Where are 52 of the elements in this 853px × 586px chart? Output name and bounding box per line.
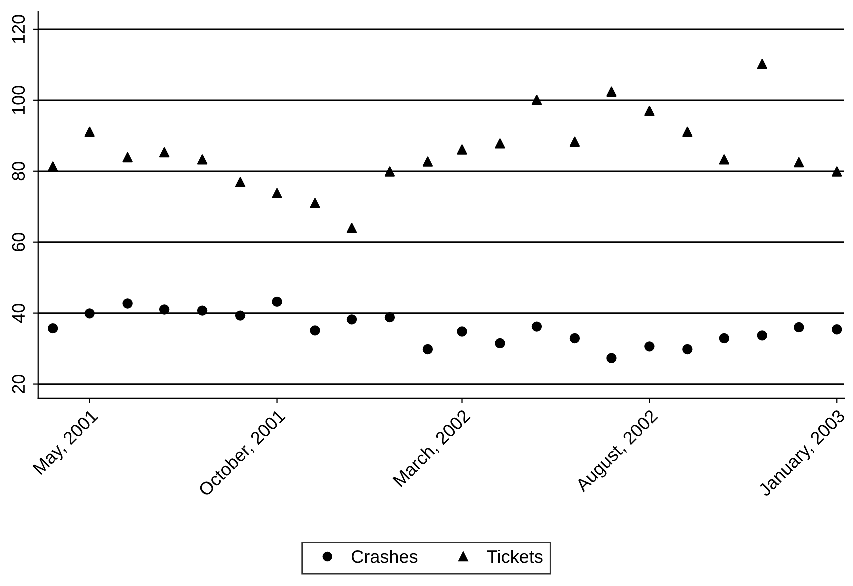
point [757,59,768,70]
point [122,152,133,163]
point [457,326,468,337]
point [84,126,95,138]
point [310,198,320,208]
point [532,322,542,332]
point [159,304,170,315]
point [122,298,133,309]
point [197,154,208,165]
point [794,157,804,168]
point [346,314,358,325]
point [570,136,580,148]
legend-label: Crashes [352,550,418,564]
point [644,342,655,352]
point [682,344,693,355]
point [48,323,58,334]
point [384,166,396,177]
point [757,330,768,341]
legend-label: Tickets [487,550,543,564]
point [84,308,95,319]
point [272,296,282,308]
point [832,166,842,177]
y-tick-label: 20 [12,374,26,394]
point [159,148,170,158]
point [495,138,506,149]
point [682,126,693,138]
point [422,344,434,355]
point [719,333,730,344]
point [422,156,434,167]
point [235,310,246,321]
point [310,326,320,336]
point [48,162,58,172]
point [197,306,208,316]
y-tick-label: 100 [12,86,26,114]
point [384,312,396,323]
point [719,154,730,165]
point [495,338,506,349]
y-tick-label: 80 [12,162,26,181]
point [606,353,617,364]
point [644,106,655,116]
point [457,144,468,155]
point [832,324,842,335]
point [606,86,617,97]
y-tick-label: 120 [12,15,26,44]
point [570,333,580,344]
point [272,188,282,198]
point [346,223,358,234]
point [532,94,542,106]
point [235,177,246,188]
y-tick-label: 60 [12,233,26,252]
point [794,322,804,333]
y-tick-label: 40 [12,304,26,323]
